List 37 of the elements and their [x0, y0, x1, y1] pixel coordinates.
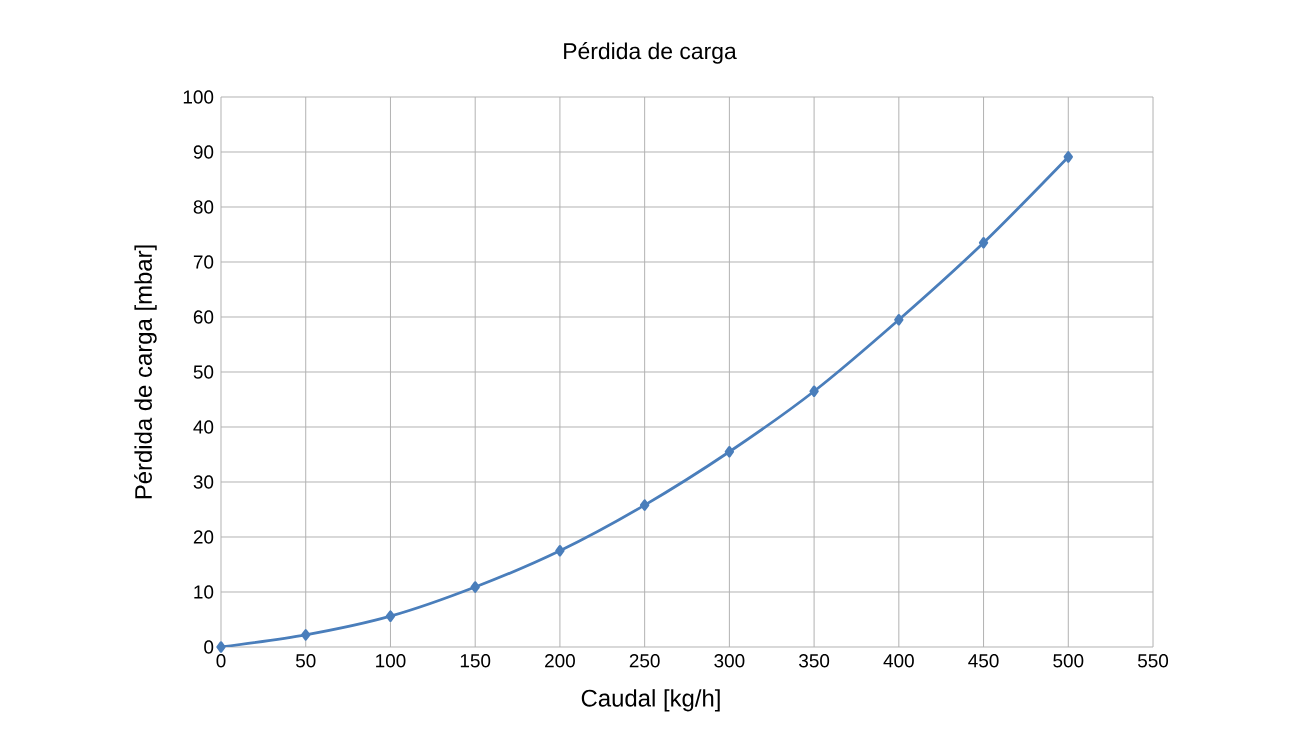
x-tick-label: 0: [216, 654, 226, 668]
y-tick-label: 50: [193, 365, 214, 379]
x-tick-label: 500: [1053, 654, 1084, 668]
y-axis-title: Pérdida de carga [mbar]: [134, 245, 157, 499]
y-tick-label: 60: [193, 310, 214, 324]
point: [1063, 151, 1073, 163]
y-tick-label: 70: [193, 255, 214, 269]
x-tick-label: 100: [376, 654, 406, 668]
y-tick-label: 20: [193, 530, 214, 544]
y-tick-label: 100: [183, 90, 214, 104]
y-tick-label: 90: [193, 145, 214, 159]
y-tick-label: 0: [204, 640, 214, 654]
y-tick-label: 10: [194, 585, 214, 599]
x-tick-label: 300: [714, 654, 745, 668]
x-tick-label: 350: [799, 654, 830, 668]
y-tick-label: 80: [193, 200, 214, 214]
x-tick-label: 50: [295, 654, 316, 668]
point: [894, 313, 904, 326]
point: [978, 236, 989, 249]
point: [639, 499, 650, 511]
x-tick-label: 550: [1137, 654, 1169, 668]
point: [809, 385, 819, 398]
x-tick-label: 250: [629, 654, 660, 668]
x-tick-label: 150: [460, 654, 491, 668]
chart-title: Pérdida de carga: [564, 42, 737, 64]
point: [724, 445, 735, 458]
x-tick-label: 400: [883, 654, 914, 668]
point: [301, 629, 311, 641]
point: [470, 581, 480, 593]
point: [385, 610, 396, 622]
point: [555, 544, 565, 557]
y-tick-label: 40: [193, 420, 214, 434]
x-tick-label: 450: [968, 654, 999, 668]
point: [216, 641, 226, 653]
y-tick-label: 30: [193, 475, 214, 489]
x-axis-title: Caudal [kg/h]: [581, 689, 720, 712]
x-tick-label: 200: [545, 654, 575, 668]
